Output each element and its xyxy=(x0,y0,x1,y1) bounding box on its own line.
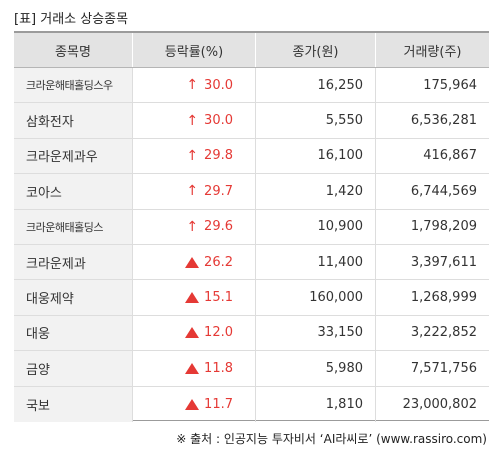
closing-price: 16,100 xyxy=(255,138,375,174)
up-triangle-icon xyxy=(185,398,200,410)
change-rate: 12.0 xyxy=(132,315,255,351)
trading-volume: 175,964 xyxy=(375,68,489,103)
stock-name: 크라운제과우 xyxy=(14,138,132,174)
closing-price: 5,550 xyxy=(255,103,375,138)
up-arrow-icon: ↑ xyxy=(186,218,199,235)
table-row: 코아스 ↑ 29.7 1,420 6,744,569 xyxy=(14,174,489,210)
table-row: 국보 11.7 1,810 23,000,802 xyxy=(14,386,489,422)
trading-volume: 7,571,756 xyxy=(375,351,489,386)
stock-name: 금양 xyxy=(14,351,132,386)
table-row: 크라운해태홀딩스 ↑ 29.6 10,900 1,798,209 xyxy=(14,209,489,245)
closing-price: 16,250 xyxy=(255,68,375,103)
change-rate: ↑ 29.7 xyxy=(132,174,255,209)
table-row: 크라운제과 26.2 11,400 3,397,611 xyxy=(14,245,489,281)
change-value: 30.0 xyxy=(204,113,233,129)
header-price: 종가(원) xyxy=(255,33,375,67)
trading-volume: 1,268,999 xyxy=(375,280,489,315)
stock-name: 크라운해태홀딩스 xyxy=(14,209,132,244)
table-row: 크라운제과우 ↑ 29.8 16,100 416,867 xyxy=(14,138,489,175)
table-row: 대웅제약 15.1 160,000 1,268,999 xyxy=(14,280,489,316)
closing-price: 1,810 xyxy=(255,386,375,422)
closing-price: 160,000 xyxy=(255,280,375,315)
up-arrow-icon: ↑ xyxy=(186,112,199,129)
change-value: 11.8 xyxy=(204,360,233,376)
table-row: 삼화전자 ↑ 30.0 5,550 6,536,281 xyxy=(14,103,489,139)
change-value: 12.0 xyxy=(204,325,233,341)
change-value: 29.8 xyxy=(204,148,233,164)
trading-volume: 1,798,209 xyxy=(375,209,489,244)
change-value: 30.0 xyxy=(204,77,233,93)
change-value: 11.7 xyxy=(204,396,233,412)
stock-name: 대웅제약 xyxy=(14,280,132,315)
stock-name: 삼화전자 xyxy=(14,103,132,138)
up-arrow-icon: ↑ xyxy=(186,77,199,94)
stock-name: 크라운제과 xyxy=(14,245,132,280)
trading-volume: 23,000,802 xyxy=(375,386,489,422)
stock-table: 종목명 등락률(%) 종가(원) 거래량(주) 크라운해태홀딩스우 ↑ 30.0 16… xyxy=(14,31,489,422)
closing-price: 33,150 xyxy=(255,315,375,351)
header-name: 종목명 xyxy=(55,44,91,60)
change-rate: ↑ 30.0 xyxy=(132,103,255,138)
stock-name: 국보 xyxy=(14,386,132,422)
change-value: 15.1 xyxy=(204,290,233,306)
table-body: 크라운해태홀딩스우 ↑ 30.0 16,250 175,964 삼화전자 ↑ 30.0 5,55… xyxy=(14,68,489,422)
trading-volume: 3,222,852 xyxy=(375,315,489,351)
stock-name: 대웅 xyxy=(14,315,132,351)
trading-volume: 416,867 xyxy=(375,138,489,174)
header-volume: 거래량(주) xyxy=(375,33,489,67)
change-rate: 11.7 xyxy=(132,386,255,422)
up-arrow-icon: ↑ xyxy=(186,147,199,164)
trading-volume: 6,536,281 xyxy=(375,103,489,138)
closing-price: 11,400 xyxy=(255,245,375,280)
change-rate: 11.8 xyxy=(132,351,255,386)
closing-price: 5,980 xyxy=(255,351,375,386)
source-footer: ※ 출처 : 인공지능 투자비서 ‘AI라씨로’ (www.rassiro.co… xyxy=(176,432,487,446)
stock-name: 코아스 xyxy=(14,174,132,209)
change-rate: ↑ 30.0 xyxy=(132,68,255,103)
trading-volume: 6,744,569 xyxy=(375,174,489,209)
up-triangle-icon xyxy=(185,327,200,339)
stock-name: 크라운해태홀딩스우 xyxy=(14,68,132,103)
table-header: 종목명 등락률(%) 종가(원) 거래량(주) xyxy=(14,33,489,68)
change-rate: 15.1 xyxy=(132,280,255,315)
closing-price: 10,900 xyxy=(255,209,375,244)
up-triangle-icon xyxy=(185,362,200,374)
change-rate: 26.2 xyxy=(132,245,255,280)
trading-volume: 3,397,611 xyxy=(375,245,489,280)
change-rate: ↑ 29.6 xyxy=(132,209,255,244)
change-value: 26.2 xyxy=(204,254,233,270)
up-triangle-icon xyxy=(185,292,200,304)
closing-price: 1,420 xyxy=(255,174,375,209)
page-title: [표] 거래소 상승종목 xyxy=(14,12,129,27)
change-value: 29.6 xyxy=(204,219,233,235)
up-triangle-icon xyxy=(185,256,200,268)
table-row: 크라운해태홀딩스우 ↑ 30.0 16,250 175,964 xyxy=(14,68,489,104)
header-change: 등락률(%) xyxy=(132,33,255,67)
change-rate: ↑ 29.8 xyxy=(132,138,255,174)
table-row: 금양 11.8 5,980 7,571,756 xyxy=(14,351,489,387)
up-arrow-icon: ↑ xyxy=(186,183,199,200)
table-row: 대웅 12.0 33,150 3,222,852 xyxy=(14,315,489,352)
change-value: 29.7 xyxy=(204,183,233,199)
